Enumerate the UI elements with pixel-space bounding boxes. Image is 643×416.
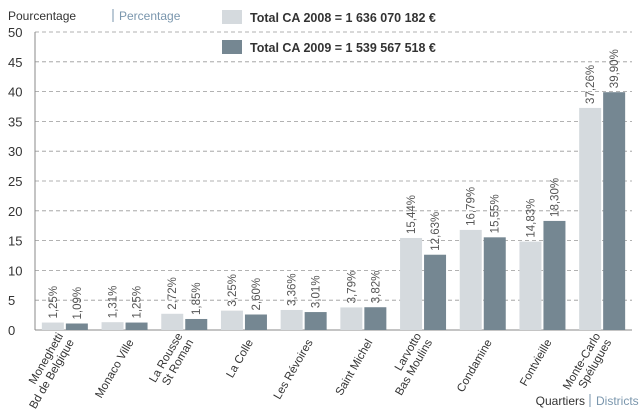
- value-label: 1,25%: [132, 286, 144, 319]
- bar: [543, 220, 566, 330]
- value-label: 12,63%: [430, 212, 442, 251]
- bar: [41, 322, 64, 330]
- value-label: 3,25%: [227, 274, 239, 307]
- bar: [459, 229, 482, 330]
- bar: [519, 241, 542, 330]
- value-label: 2,72%: [167, 277, 179, 310]
- bar: [220, 310, 243, 330]
- bar: [579, 107, 602, 331]
- value-label: 15,55%: [490, 194, 502, 233]
- y-tick-label: 10: [8, 263, 22, 278]
- x-axis-label: Quartiers: [536, 394, 585, 408]
- bar: [125, 322, 148, 330]
- value-label: 1,85%: [191, 282, 203, 315]
- value-label: 3,82%: [370, 271, 382, 304]
- legend-label: Total CA 2008 = 1 636 070 182 €: [250, 11, 436, 25]
- y-tick-label: 25: [8, 174, 22, 189]
- x-tick-label: Condamine: [455, 338, 495, 395]
- y-tick-label: 45: [8, 55, 22, 70]
- bar: [161, 313, 184, 330]
- x-tick-label: La RousseSt Roman: [147, 331, 196, 391]
- value-label: 2,60%: [251, 278, 263, 311]
- bar: [304, 312, 327, 330]
- x-tick-label: Fontvieille: [518, 338, 554, 389]
- y-tick-label: 40: [8, 85, 22, 100]
- value-label: 3,01%: [311, 275, 323, 308]
- bar: [244, 314, 267, 330]
- x-tick-label: Saint Michel: [334, 338, 376, 398]
- legend-label: Total CA 2009 = 1 539 567 518 €: [250, 41, 436, 55]
- y-tick-label: 50: [8, 25, 22, 40]
- bar: [483, 237, 506, 330]
- legend-swatch: [222, 40, 242, 54]
- value-label: 1,25%: [48, 286, 60, 319]
- bar: [424, 254, 447, 330]
- y-tick-label: 30: [8, 144, 22, 159]
- x-tick-label: Monaco Ville: [93, 338, 136, 401]
- value-label: 1,31%: [108, 286, 120, 319]
- x-tick-label: Monte-CarloSpélugues: [561, 331, 614, 398]
- bar: [364, 307, 387, 330]
- bar: [340, 307, 363, 330]
- y-tick-label: 20: [8, 204, 22, 219]
- value-label: 16,79%: [466, 187, 478, 226]
- value-label: 39,90%: [609, 49, 621, 88]
- bar: [101, 322, 124, 330]
- value-label: 3,79%: [346, 271, 358, 304]
- y-tick-label: 15: [8, 234, 22, 249]
- y-axis-label-en: Percentage: [119, 9, 181, 23]
- value-label: 1,09%: [72, 287, 84, 320]
- y-tick-label: 0: [8, 323, 15, 338]
- bar: [400, 237, 423, 330]
- value-label: 37,26%: [585, 65, 597, 104]
- bar: [280, 309, 303, 330]
- legend-swatch: [222, 10, 242, 24]
- bar: [185, 318, 208, 330]
- bar: [603, 92, 626, 330]
- y-tick-label: 5: [8, 293, 15, 308]
- value-label: 14,83%: [525, 199, 537, 238]
- x-tick-label: LarvottoBas Moulins: [382, 331, 435, 398]
- bar: [65, 323, 88, 330]
- x-tick-label: La Colle: [225, 338, 256, 381]
- x-tick-label: Les Révoires: [272, 337, 316, 401]
- x-tick-label: MoneghettiBd de Belgique: [17, 331, 77, 411]
- value-label: 15,44%: [406, 195, 418, 234]
- y-tick-label: 35: [8, 114, 22, 129]
- x-axis-label-en: Districts: [596, 394, 639, 408]
- value-label: 3,36%: [287, 273, 299, 306]
- y-axis-label: Pourcentage: [8, 9, 76, 23]
- value-label: 18,30%: [549, 178, 561, 217]
